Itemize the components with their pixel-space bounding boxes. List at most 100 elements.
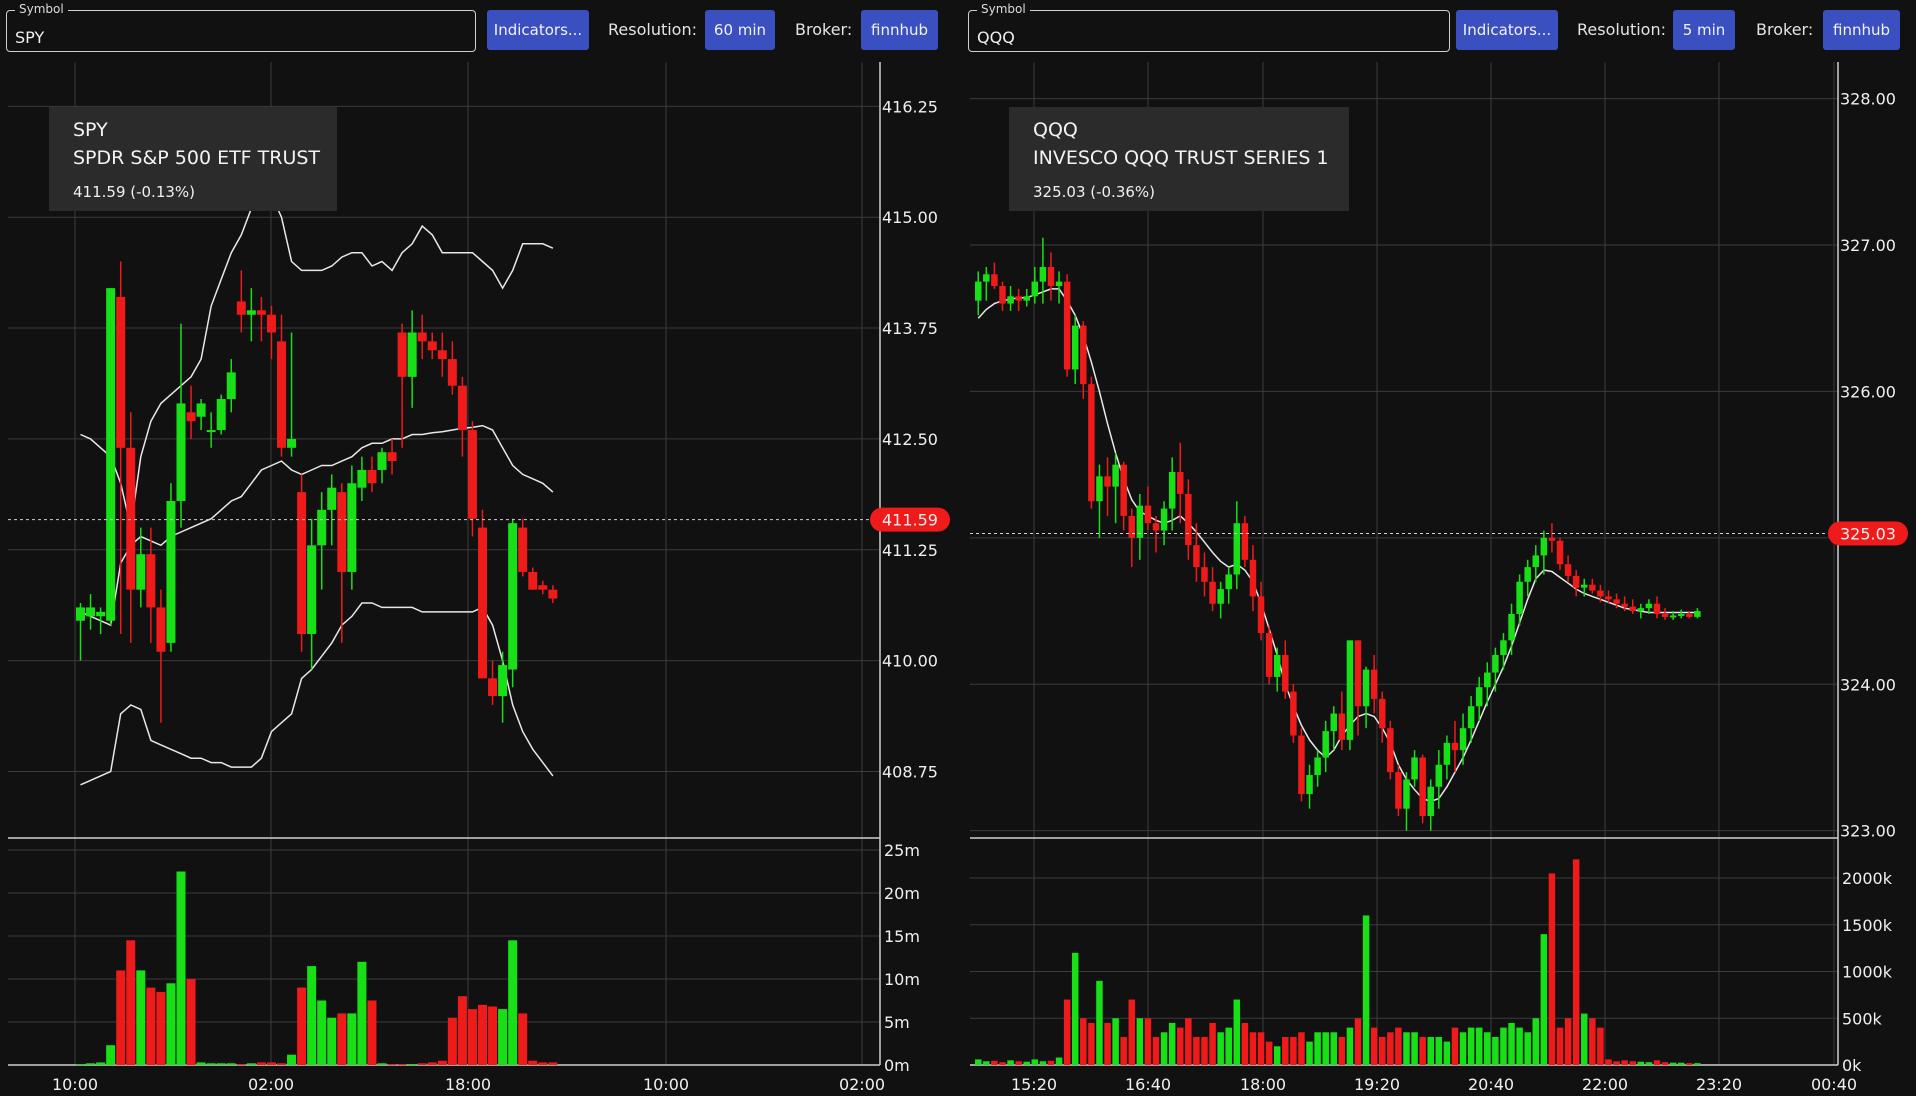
volume-bar xyxy=(1621,1060,1628,1065)
volume-bar xyxy=(1661,1062,1669,1065)
candle-body xyxy=(136,554,146,590)
candle-body xyxy=(1419,757,1426,817)
broker-button[interactable]: finnhub xyxy=(861,10,938,50)
spy-candlestick-chart[interactable]: 416.25 415.00 413.75 412.50 411.25 410.00 408.… xyxy=(0,0,962,1096)
volume-bar xyxy=(1168,1022,1176,1065)
volume-bar xyxy=(317,1000,327,1065)
candle-body xyxy=(1338,713,1346,740)
candle-body xyxy=(1532,555,1540,568)
volume-bar xyxy=(1645,1062,1653,1065)
volume-bar xyxy=(407,1064,417,1066)
candle-body xyxy=(1661,613,1669,617)
volume-bar xyxy=(196,1062,206,1065)
volume-bar xyxy=(1387,1032,1394,1065)
volume-bar xyxy=(548,1062,558,1065)
candle-body xyxy=(1306,775,1313,795)
volume-bar xyxy=(1459,1032,1467,1065)
candle-body xyxy=(1492,654,1499,673)
candle-body xyxy=(1096,476,1103,502)
candle-body xyxy=(357,469,367,488)
candle-body xyxy=(1548,537,1556,541)
volume-bar xyxy=(1112,1018,1119,1065)
volume-bar xyxy=(277,1063,286,1065)
symbol-input[interactable] xyxy=(969,11,1449,51)
volume-bar xyxy=(1581,1013,1588,1065)
price-tick-label: 323.00 xyxy=(1840,822,1896,841)
candle-body xyxy=(1015,296,1022,301)
volume-bar xyxy=(478,1004,487,1065)
volume-bar xyxy=(1144,1018,1152,1065)
candle-body xyxy=(347,483,357,572)
volume-bar xyxy=(136,970,146,1065)
candle-body xyxy=(216,399,226,431)
candle-body xyxy=(1572,575,1580,588)
candle-body xyxy=(498,665,508,697)
volume-bar xyxy=(1217,1032,1224,1065)
volume-bar xyxy=(106,1045,116,1065)
candle-body xyxy=(1039,266,1047,282)
volume-bar xyxy=(1120,1036,1127,1065)
volume-bar xyxy=(999,1062,1006,1065)
bollinger-middle-line xyxy=(80,424,554,627)
volume-bar xyxy=(1669,1062,1677,1065)
volume-bar xyxy=(156,991,166,1065)
volume-bar xyxy=(1516,1027,1523,1065)
volume-bar xyxy=(236,1064,246,1066)
candle-body xyxy=(1597,590,1604,597)
volume-bar xyxy=(1362,915,1370,1065)
candle-body xyxy=(1354,640,1362,707)
candle-body xyxy=(457,385,467,431)
volume-bar xyxy=(1653,1060,1661,1065)
candle-body xyxy=(166,500,176,643)
legend-symbol: SPY xyxy=(73,119,108,141)
spy-legend-box: SPY SPDR S&P 500 ETF TRUST 411.59 (-0.13… xyxy=(49,107,337,211)
candle-body xyxy=(106,288,116,621)
candle-body xyxy=(1241,523,1249,560)
broker-label: Broker: xyxy=(1756,20,1814,39)
symbol-input[interactable] xyxy=(7,11,475,51)
volume-bar xyxy=(528,1060,538,1065)
candle-body xyxy=(1403,779,1410,809)
volume-bar xyxy=(126,940,136,1065)
indicators-button[interactable]: Indicators... xyxy=(487,10,589,50)
volume-bar xyxy=(508,940,518,1065)
broker-label: Broker: xyxy=(795,20,853,39)
volume-bar xyxy=(1241,1022,1249,1065)
symbol-field[interactable]: Symbol xyxy=(968,1,1450,52)
volume-bar xyxy=(1379,1036,1386,1065)
volume-bar xyxy=(297,987,307,1065)
resolution-button[interactable]: 60 min xyxy=(705,10,775,50)
candle-body xyxy=(297,492,307,635)
candle-body xyxy=(1451,742,1459,751)
resolution-button[interactable]: 5 min xyxy=(1673,10,1735,50)
volume-bar xyxy=(1500,1027,1507,1065)
price-tick-label: 412.50 xyxy=(882,430,938,449)
volume-bar xyxy=(1160,1032,1168,1065)
volume-bar xyxy=(417,1063,427,1065)
volume-bar xyxy=(1023,1061,1030,1065)
candle-body xyxy=(76,607,85,621)
candle-body xyxy=(1411,757,1418,780)
volume-bar xyxy=(1047,1060,1055,1065)
candle-body xyxy=(1605,596,1612,600)
candle-body xyxy=(427,341,437,351)
time-tick-label: 10:00 xyxy=(643,1075,689,1094)
bollinger-lower-line xyxy=(80,602,554,786)
candle-body xyxy=(196,403,206,417)
volume-bar xyxy=(307,966,317,1065)
candle-body xyxy=(508,523,518,670)
candle-body xyxy=(417,332,427,342)
indicators-button[interactable]: Indicators... xyxy=(1456,10,1558,50)
volume-bar xyxy=(538,1062,548,1065)
broker-button[interactable]: finnhub xyxy=(1823,10,1900,50)
candle-body xyxy=(307,545,317,635)
candle-body xyxy=(1629,606,1636,612)
candle-body xyxy=(206,430,216,433)
qqq-candlestick-chart[interactable]: 328.00327.00326.00325.00324.00323.002000… xyxy=(962,0,1916,1096)
candle-body xyxy=(1136,505,1144,538)
volume-bar xyxy=(1039,1061,1047,1065)
legend-name: INVESCO QQQ TRUST SERIES 1 xyxy=(1033,147,1329,169)
spy-chart-panel: Symbol Indicators... Resolution: 60 min … xyxy=(0,0,962,1096)
symbol-field[interactable]: Symbol xyxy=(6,1,476,52)
volume-bar xyxy=(1007,1060,1014,1065)
